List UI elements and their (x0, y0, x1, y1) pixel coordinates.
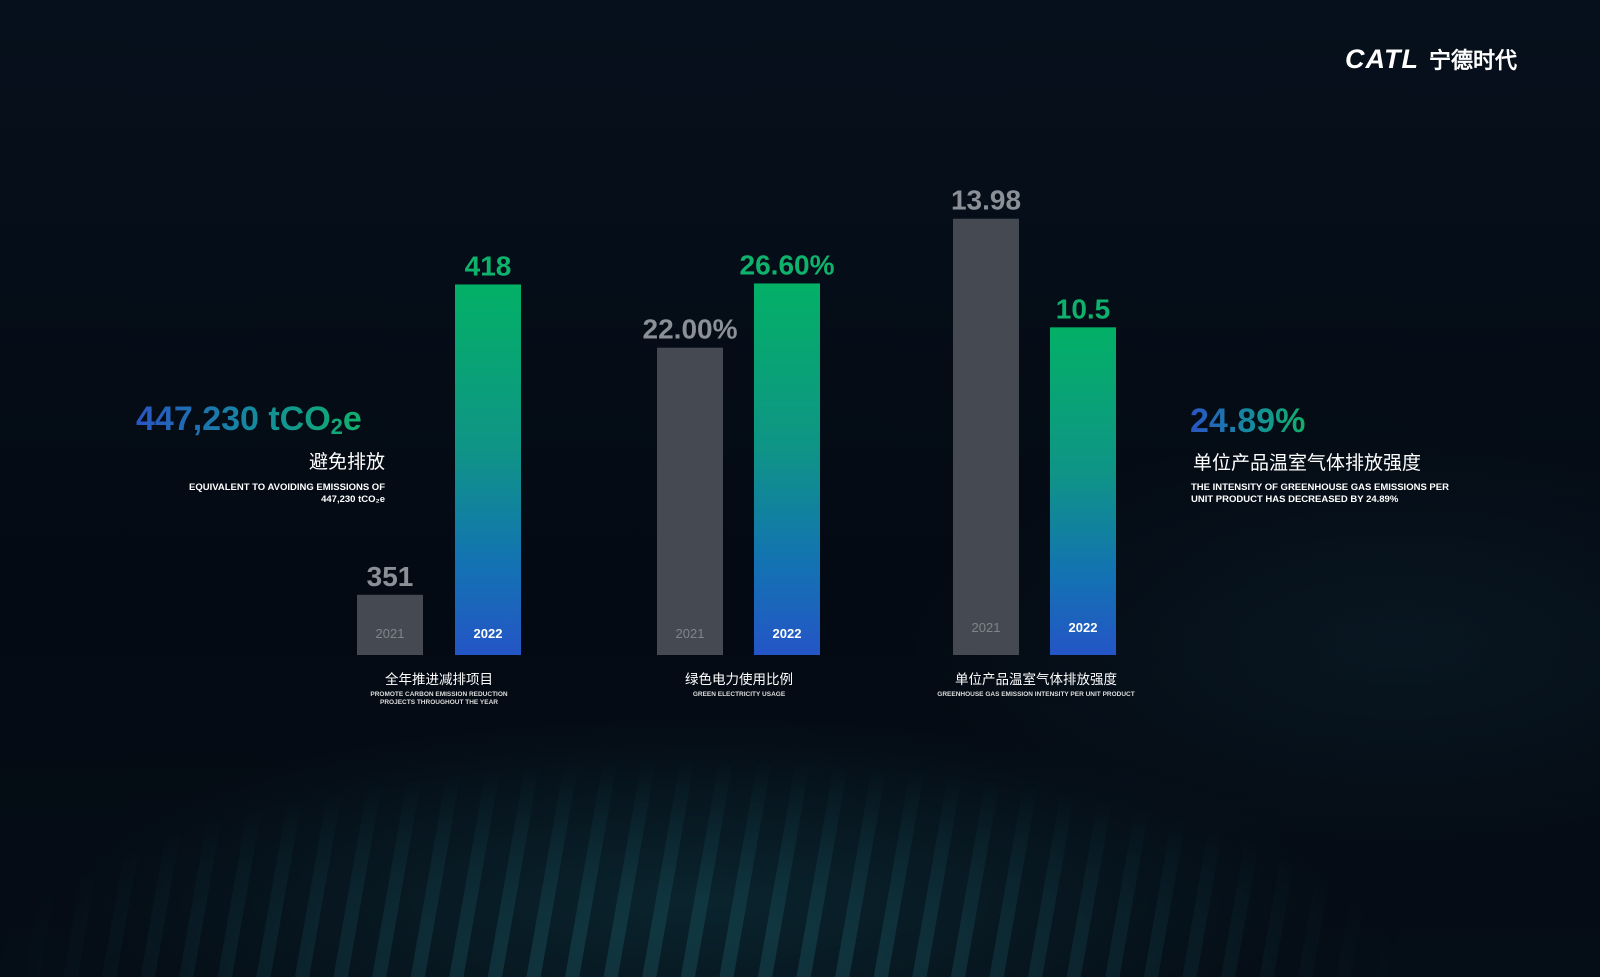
en-line-2: UNIT PRODUCT HAS DECREASED BY 24.89% (1191, 494, 1399, 505)
year-label: 2021 (972, 620, 1001, 635)
avoided-emissions-cn-label: 避免排放 (308, 452, 385, 473)
value-label: 418 (465, 250, 512, 281)
value-label: 26.60% (740, 249, 835, 280)
value-label: 22.00% (643, 314, 738, 345)
caption-en: GREEN ELECTRICITY USAGE (692, 691, 786, 698)
value-label: 10.5 (1056, 293, 1111, 324)
avoided-emissions-en-label: EQUIVALENT TO AVOIDING EMISSIONS OF 447,… (189, 482, 385, 506)
caption-cn: 单位产品温室气体排放强度 (955, 672, 1117, 687)
logo-en: CATL (1345, 43, 1419, 74)
bar-2021 (657, 347, 723, 655)
chart-2-caption: 绿色电力使用比例 GREEN ELECTRICITY USAGE (609, 668, 869, 699)
value-label: 351 (367, 561, 414, 592)
caption-en: PROMOTE CARBON EMISSION REDUCTION PROJEC… (370, 691, 508, 706)
en-line-1: EQUIVALENT TO AVOIDING EMISSIONS OF (189, 482, 385, 493)
year-label: 2021 (376, 626, 405, 641)
value-label: 13.98 (951, 185, 1021, 216)
logo-cn: 宁德时代 (1428, 48, 1517, 73)
caption-en: GREENHOUSE GAS EMISSION INTENSITY PER UN… (937, 691, 1135, 698)
intensity-cn-label: 单位产品温室气体排放强度 (1193, 453, 1422, 474)
bar-2022 (754, 283, 820, 655)
catl-logo: CATL 宁德时代 (1345, 43, 1517, 74)
caption-cn: 全年推进减排项目 (385, 672, 493, 687)
bar-2022 (455, 284, 521, 655)
en-line-2: 447,230 tCO₂e (321, 494, 385, 505)
bar-2021 (357, 594, 423, 655)
caption-cn: 绿色电力使用比例 (685, 672, 793, 687)
bar-2022 (1050, 327, 1116, 655)
intensity-decrease-value: 24.89% (1190, 402, 1306, 440)
year-label: 2022 (1069, 620, 1098, 635)
year-label: 2022 (773, 626, 802, 641)
wave-stripes-decoration (0, 680, 1600, 977)
en-line-1: THE INTENSITY OF GREENHOUSE GAS EMISSION… (1191, 482, 1449, 493)
chart-1-caption: 全年推进减排项目 PROMOTE CARBON EMISSION REDUCTI… (309, 668, 569, 707)
year-label: 2021 (676, 626, 705, 641)
bar-2021 (953, 218, 1019, 655)
intensity-en-label: THE INTENSITY OF GREENHOUSE GAS EMISSION… (1191, 482, 1449, 506)
chart-3-caption: 单位产品温室气体排放强度 GREENHOUSE GAS EMISSION INT… (906, 668, 1166, 699)
year-label: 2022 (474, 626, 503, 641)
